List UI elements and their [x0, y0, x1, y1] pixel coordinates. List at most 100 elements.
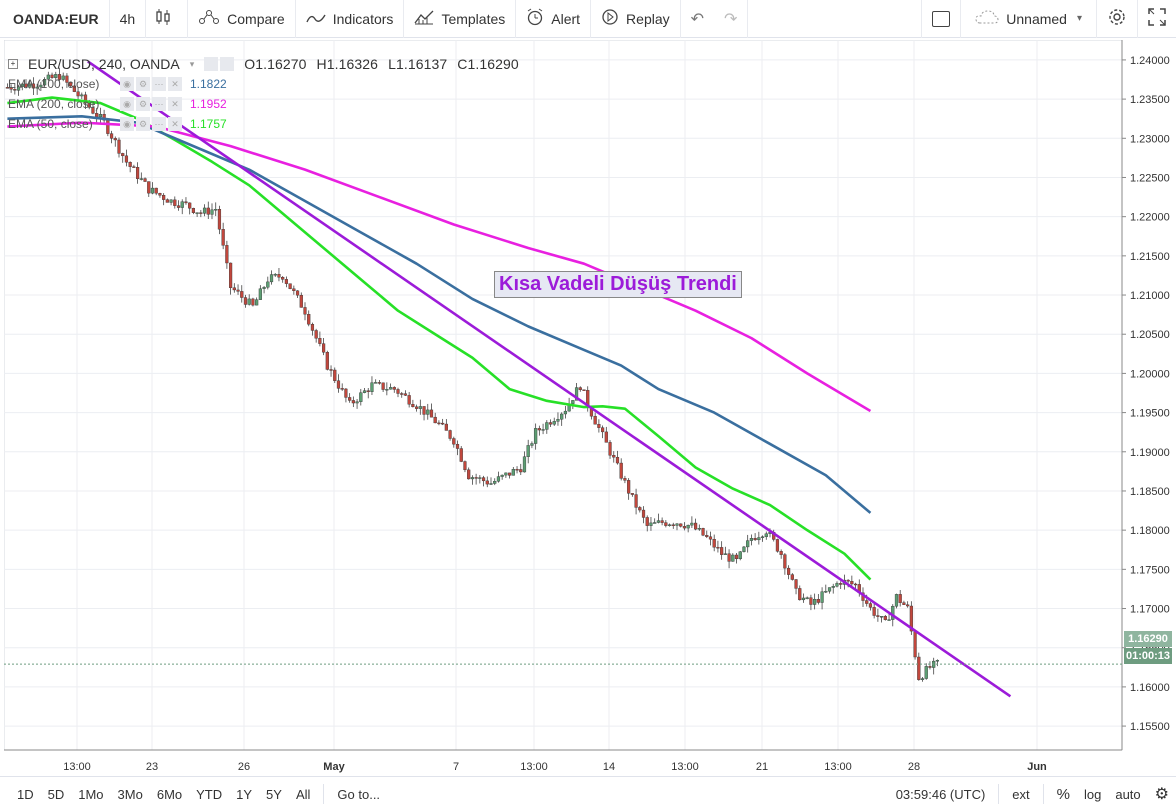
bearish-candle	[839, 583, 843, 585]
settings-icon[interactable]: ⚙	[1154, 786, 1169, 803]
percent-toggle[interactable]: %	[1056, 785, 1070, 803]
price-chart[interactable]: 1.24000 1.23500 1.23000 1.22500 1.22000 1.215…	[4, 40, 1176, 776]
bearish-candle	[307, 314, 311, 325]
range-3mo[interactable]: 3Mo	[117, 786, 143, 802]
bearish-candle	[679, 523, 683, 527]
bearish-candle	[753, 538, 757, 541]
chart-style-button[interactable]	[146, 0, 189, 38]
bearish-candle	[913, 630, 917, 658]
fullscreen-toggle-button[interactable]	[921, 0, 960, 38]
eye-icon[interactable]: ◉	[120, 77, 134, 91]
bearish-candle	[147, 181, 151, 194]
legend-chevron-icon[interactable]: ▾	[189, 58, 195, 69]
indicators-button[interactable]: Indicators	[296, 0, 405, 38]
bearish-candle	[165, 199, 169, 203]
chart-pane[interactable]: 1.24000 1.23500 1.23000 1.22500 1.22000 1.215…	[4, 40, 1176, 776]
bullish-candle	[522, 456, 527, 473]
undo-button[interactable]: ↶	[681, 0, 714, 38]
log-toggle[interactable]: log	[1083, 786, 1102, 802]
ext-toggle[interactable]: ext	[1012, 786, 1030, 802]
bearish-candle	[102, 114, 106, 121]
range-6mo[interactable]: 6Mo	[156, 786, 183, 802]
utc-clock[interactable]: 03:59:46 (UTC)	[895, 786, 986, 802]
bullish-candle	[653, 522, 657, 524]
bullish-candle	[820, 591, 824, 603]
interval-button[interactable]: 4h	[110, 0, 147, 38]
symbol-search[interactable]: OANDA:EUR	[0, 0, 110, 38]
trendline	[87, 60, 1012, 698]
bearish-candle	[909, 605, 913, 632]
alert-button[interactable]: Alert	[516, 0, 592, 38]
bearish-candle	[519, 469, 523, 473]
bullish-candle	[835, 583, 839, 587]
more-icon[interactable]: ⋯	[152, 117, 166, 131]
range-all[interactable]: All	[295, 786, 311, 802]
range-5y[interactable]: 5Y	[266, 786, 282, 802]
time-tick-label: 14	[603, 761, 615, 773]
bullish-candle	[470, 477, 474, 480]
bearish-candle	[433, 416, 437, 424]
ema-line	[7, 115, 872, 514]
compare-button[interactable]: Compare	[188, 0, 296, 38]
bearish-candle	[645, 517, 649, 526]
eye-icon[interactable]: ◉	[120, 97, 134, 111]
candles-icon	[156, 8, 170, 29]
top-toolbar: OANDA:EUR 4h Compare Indicators Template…	[0, 0, 1176, 38]
bullish-candle	[370, 382, 374, 392]
range-1y[interactable]: 1Y	[236, 786, 253, 802]
bullish-candle	[202, 207, 207, 214]
settings-small-icon[interactable]	[220, 57, 235, 71]
redo-button[interactable]: ↷	[714, 0, 749, 38]
chart-legend: + EUR/USD, 240, OANDA ▾ O1.16270 H1.1632…	[8, 54, 519, 134]
price-tick-label: 1.19000	[1130, 447, 1170, 459]
bullish-candle	[935, 660, 939, 662]
gear-icon[interactable]: ⚙	[136, 117, 150, 131]
time-tick-label: 13:00	[520, 761, 548, 773]
compare-label: Compare	[227, 10, 285, 27]
range-1mo[interactable]: 1Mo	[78, 786, 104, 802]
bullish-candle	[560, 413, 564, 420]
eye-icon[interactable]	[204, 57, 219, 71]
goto-button[interactable]: Go to...	[337, 786, 381, 802]
bullish-candle	[530, 443, 534, 446]
bearish-candle	[459, 448, 463, 462]
templates-icon	[414, 9, 434, 28]
range-5d[interactable]: 5D	[47, 786, 65, 802]
bearish-candle	[898, 594, 902, 603]
bullish-candle	[824, 590, 828, 593]
legend-symbol-row: + EUR/USD, 240, OANDA ▾ O1.16270 H1.1632…	[8, 54, 519, 74]
bullish-candle	[880, 616, 884, 618]
close-icon[interactable]: ✕	[168, 77, 182, 91]
close-icon[interactable]: ✕	[168, 97, 182, 111]
bearish-candle	[634, 494, 638, 508]
gear-icon[interactable]: ⚙	[136, 77, 150, 91]
expand-button[interactable]	[1137, 0, 1176, 38]
eye-icon[interactable]: ◉	[120, 117, 134, 131]
auto-toggle[interactable]: auto	[1115, 786, 1141, 802]
price-tick-label: 1.15500	[1130, 721, 1170, 733]
trend-annotation-label[interactable]: Kısa Vadeli Düşüş Trendi	[494, 271, 742, 298]
time-tick-label: 23	[146, 761, 158, 773]
more-icon[interactable]: ⋯	[152, 77, 166, 91]
bullish-candle	[180, 201, 184, 208]
templates-button[interactable]: Templates	[404, 0, 517, 38]
replay-button[interactable]: Replay	[591, 0, 681, 38]
layout-name-button[interactable]: Unnamed ▾	[960, 0, 1096, 38]
gear-icon[interactable]: ⚙	[136, 97, 150, 111]
settings-button[interactable]	[1096, 0, 1137, 38]
bullish-candle	[46, 74, 50, 80]
last-price-badge: 1.16290	[1124, 631, 1172, 647]
bullish-candle	[563, 410, 567, 415]
bearish-candle	[154, 187, 158, 194]
more-icon[interactable]: ⋯	[152, 97, 166, 111]
replay-label: Replay	[626, 10, 670, 27]
bullish-candle	[738, 551, 742, 560]
range-1d[interactable]: 1D	[17, 786, 34, 802]
bullish-candle	[764, 533, 768, 537]
range-ytd[interactable]: YTD	[196, 786, 223, 802]
bearish-candle	[608, 442, 612, 456]
bullish-candle	[887, 619, 891, 621]
close-icon[interactable]: ✕	[168, 117, 182, 131]
collapse-legend-icon[interactable]: +	[8, 59, 18, 69]
bearish-candle	[392, 387, 396, 390]
